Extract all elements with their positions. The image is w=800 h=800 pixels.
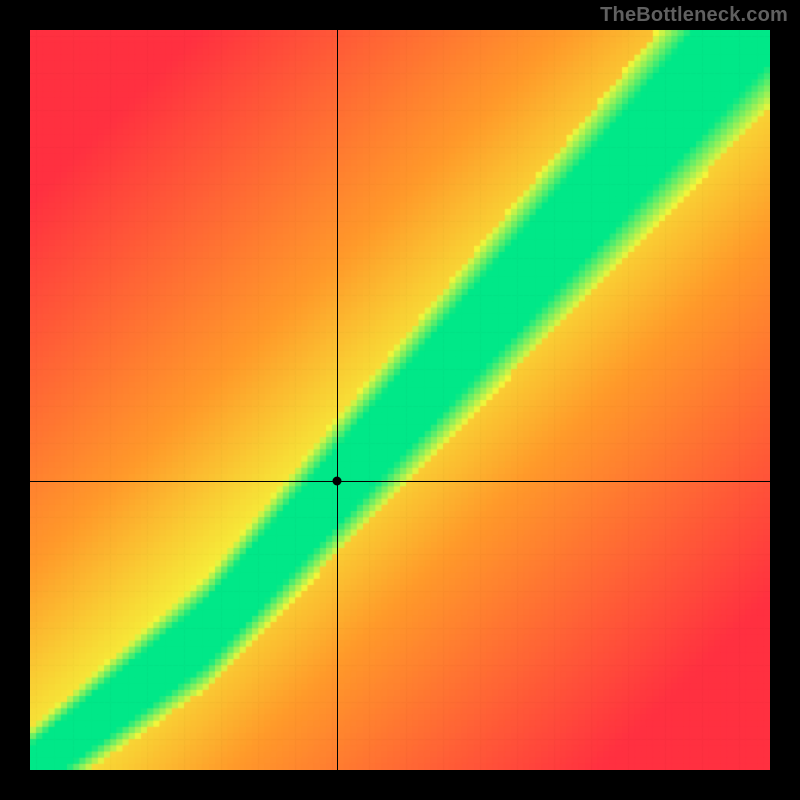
watermark-label: TheBottleneck.com [600,4,788,27]
crosshair-vertical [337,30,338,770]
crosshair-dot [333,477,342,486]
bottleneck-heatmap [30,30,770,770]
chart-container: TheBottleneck.com [0,0,800,800]
crosshair-horizontal [30,481,770,482]
